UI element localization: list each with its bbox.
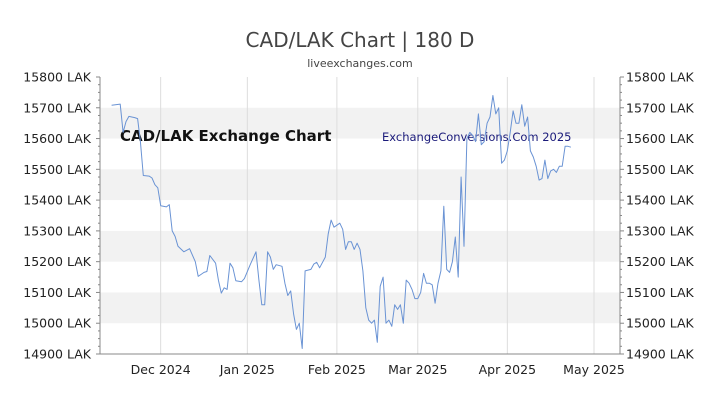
y-axis-right: 14900 LAK 15000 LAK 15100 LAK 15200 LAK 1530… <box>626 70 695 362</box>
y-tick-label-left: 15400 LAK <box>23 193 92 208</box>
x-tick-label: Apr 2025 <box>479 362 536 377</box>
y-tick-label-right: 14900 LAK <box>626 347 695 362</box>
y-tick-label-left: 15000 LAK <box>23 316 92 331</box>
x-tick-label: Jan 2025 <box>219 362 275 377</box>
plot-axes <box>96 76 624 355</box>
y-tick-label-right: 15400 LAK <box>626 193 695 208</box>
grid-band <box>100 230 620 262</box>
x-tick-label: May 2025 <box>563 362 625 377</box>
x-tick-label: Dec 2024 <box>131 362 191 377</box>
x-tick-label: Mar 2025 <box>388 362 447 377</box>
x-axis: Dec 2024 Jan 2025 Feb 2025 Mar 2025 Apr 2025… <box>131 362 625 377</box>
chart-subtitle: liveexchanges.com <box>307 57 412 70</box>
y-axis-left: 14900 LAK 15000 LAK 15100 LAK 15200 LAK 1530… <box>23 70 92 362</box>
grid-band <box>100 169 620 201</box>
grid-band <box>100 292 620 324</box>
watermark-site: ExchangeConversions.Com 2025 <box>382 130 572 144</box>
series-group <box>111 95 572 349</box>
y-tick-label-left: 15800 LAK <box>23 70 92 85</box>
vertical-grid <box>160 77 595 354</box>
horizontal-bands <box>100 107 620 324</box>
series-line-cad-lak <box>111 95 572 349</box>
watermark-chart-name: CAD/LAK Exchange Chart <box>120 127 331 145</box>
y-tick-label-right: 15300 LAK <box>626 223 695 238</box>
y-tick-label-left: 15100 LAK <box>23 285 92 300</box>
x-tick-label: Feb 2025 <box>308 362 366 377</box>
y-tick-label-right: 15600 LAK <box>626 131 695 146</box>
y-tick-label-right: 15200 LAK <box>626 254 695 269</box>
y-tick-label-left: 15700 LAK <box>23 100 92 115</box>
y-tick-label-left: 15600 LAK <box>23 131 92 146</box>
y-tick-label-right: 15700 LAK <box>626 100 695 115</box>
y-tick-label-right: 15100 LAK <box>626 285 695 300</box>
chart-title: CAD/LAK Chart | 180 D <box>246 28 475 52</box>
y-tick-label-left: 15500 LAK <box>23 162 92 177</box>
y-tick-label-right: 15800 LAK <box>626 70 695 85</box>
y-tick-label-right: 15000 LAK <box>626 316 695 331</box>
grid-band <box>100 107 620 139</box>
y-tick-label-right: 15500 LAK <box>626 162 695 177</box>
y-tick-label-left: 15300 LAK <box>23 223 92 238</box>
y-tick-label-left: 15200 LAK <box>23 254 92 269</box>
y-tick-label-left: 14900 LAK <box>23 347 92 362</box>
